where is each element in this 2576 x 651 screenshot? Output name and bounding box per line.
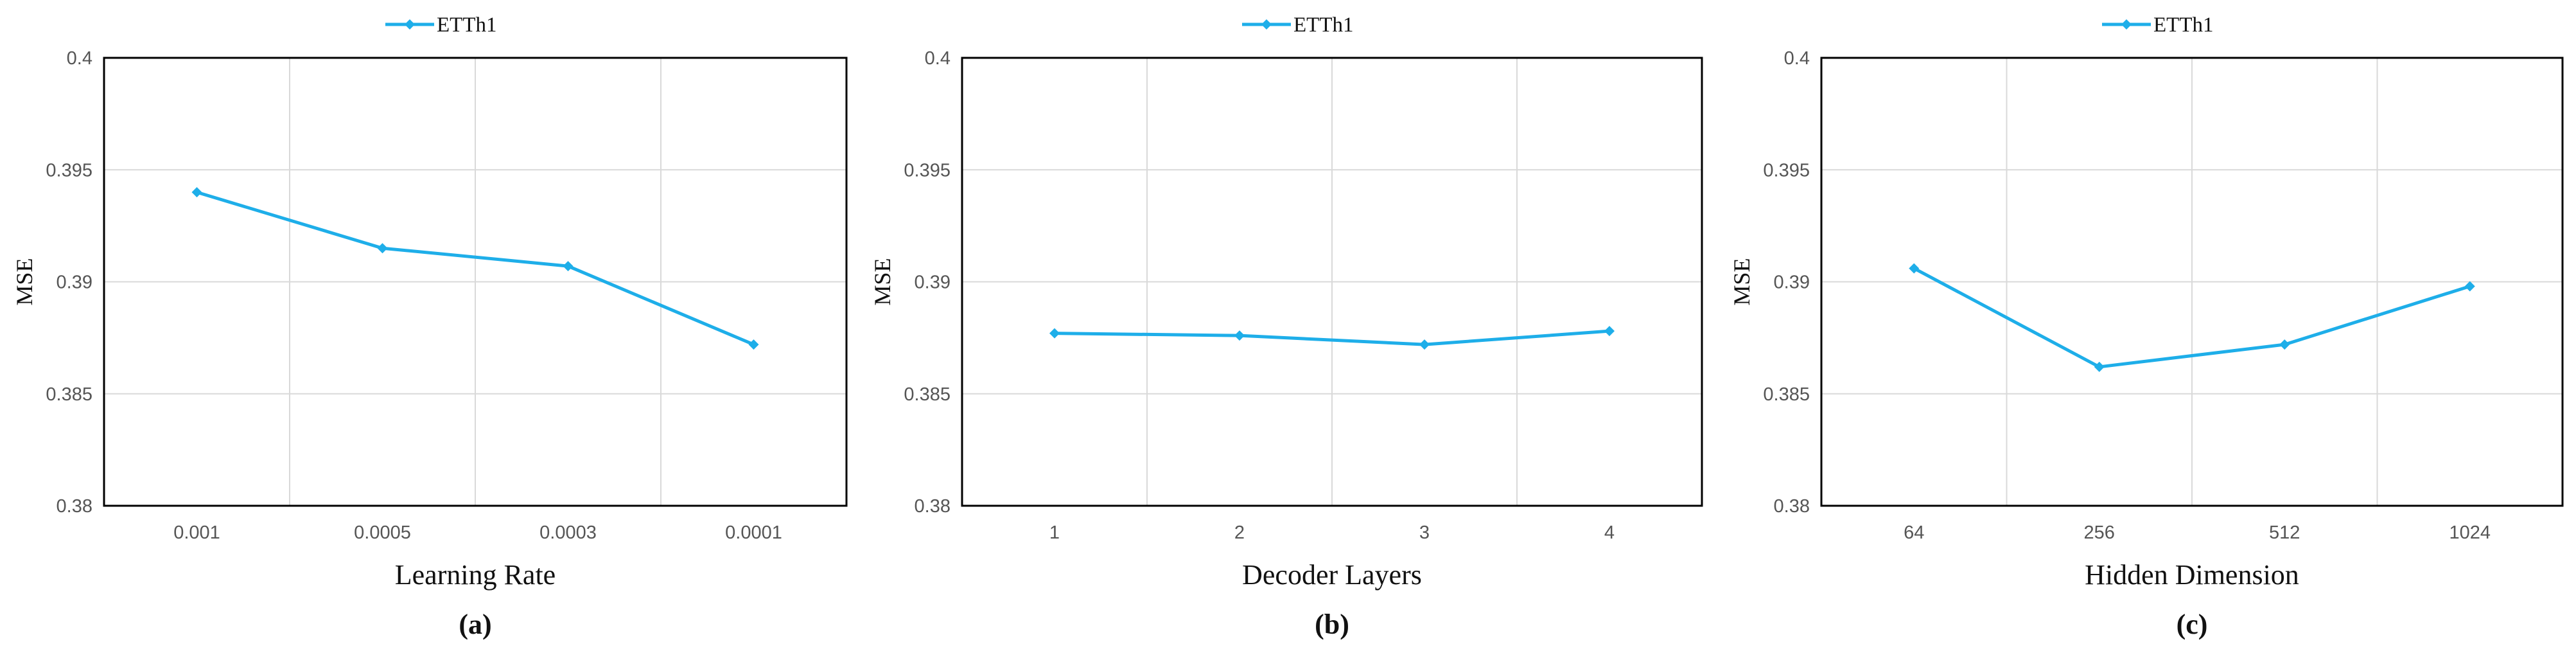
- x-tick-label: 1: [1049, 522, 1060, 543]
- x-tick-label: 0.0005: [354, 522, 411, 543]
- y-tick-label: 0.38: [1774, 496, 1810, 517]
- data-point: [748, 339, 759, 350]
- series-line-etth1: [196, 190, 755, 346]
- x-tick-label: 64: [1904, 522, 1924, 543]
- panel-label: (c): [2177, 609, 2208, 640]
- chart-panel-3: 0.38 0.385 0.39 0.395 0.4 64 256 512 1024 ETTh1 MS…: [1729, 13, 2564, 640]
- x-tick-label: 256: [2084, 522, 2115, 543]
- x-axis-title: Decoder Layers: [1242, 559, 1422, 591]
- legend-label: ETTh1: [437, 13, 496, 37]
- y-tick-label: 0.385: [1763, 384, 1810, 405]
- x-tick-label: 3: [1419, 522, 1430, 543]
- data-point: [1909, 263, 1920, 274]
- series-line-etth1: [1913, 267, 2471, 369]
- x-tick-label: 0.001: [173, 522, 220, 543]
- plot-frame: [103, 57, 848, 507]
- chart-panel-2: 0.38 0.385 0.39 0.395 0.4 1 2 3 4 ETTh1 MSE Decoder…: [870, 13, 1703, 640]
- data-point: [191, 187, 202, 198]
- y-tick-label: 0.39: [57, 272, 92, 293]
- x-tick-label: 0.0003: [539, 522, 597, 543]
- plot-frame: [961, 57, 1703, 507]
- x-axis-title: Learning Rate: [395, 559, 556, 591]
- data-point: [1049, 328, 1060, 339]
- y-tick-label: 0.385: [904, 384, 951, 405]
- y-tick-label: 0.4: [925, 48, 951, 69]
- legend-marker: [405, 19, 415, 30]
- y-tick-label: 0.385: [46, 384, 92, 405]
- x-tick-label: 0.0001: [725, 522, 782, 543]
- y-axis-title: MSE: [12, 258, 37, 305]
- panel-label: (a): [459, 609, 491, 640]
- y-axis-title: MSE: [1729, 258, 1755, 305]
- legend-label: ETTh1: [2153, 13, 2213, 37]
- panel-label: (b): [1315, 609, 1349, 640]
- y-tick-label: 0.38: [915, 496, 951, 517]
- y-tick-label: 0.4: [67, 48, 92, 69]
- y-tick-label: 0.39: [915, 272, 951, 293]
- x-tick-label: 2: [1234, 522, 1245, 543]
- data-point: [1419, 339, 1430, 350]
- data-point: [1604, 326, 1615, 337]
- legend-label: ETTh1: [1293, 13, 1353, 37]
- y-tick-label: 0.395: [904, 160, 951, 181]
- y-tick-label: 0.38: [57, 496, 92, 517]
- x-tick-label: 1024: [2449, 522, 2491, 543]
- x-tick-label: 512: [2269, 522, 2300, 543]
- x-axis-title: Hidden Dimension: [2085, 559, 2299, 591]
- plot-frame: [1820, 57, 2564, 507]
- data-point: [1234, 330, 1245, 341]
- data-point: [2279, 339, 2290, 350]
- legend-marker: [1261, 19, 1272, 30]
- series-line-etth1: [1054, 329, 1610, 346]
- chart-panel-1: 0.38 0.385 0.39 0.395 0.4 0.001 0.0005 0.0003 0.…: [12, 13, 848, 640]
- y-tick-label: 0.395: [46, 160, 92, 181]
- data-point: [2464, 281, 2475, 292]
- legend-marker: [2121, 19, 2132, 30]
- data-point: [2094, 361, 2105, 372]
- y-tick-label: 0.395: [1763, 160, 1810, 181]
- x-tick-label: 4: [1604, 522, 1615, 543]
- data-point: [377, 243, 388, 254]
- data-point: [563, 261, 574, 272]
- y-tick-label: 0.4: [1784, 48, 1810, 69]
- y-tick-label: 0.39: [1774, 272, 1810, 293]
- y-axis-title: MSE: [870, 258, 895, 305]
